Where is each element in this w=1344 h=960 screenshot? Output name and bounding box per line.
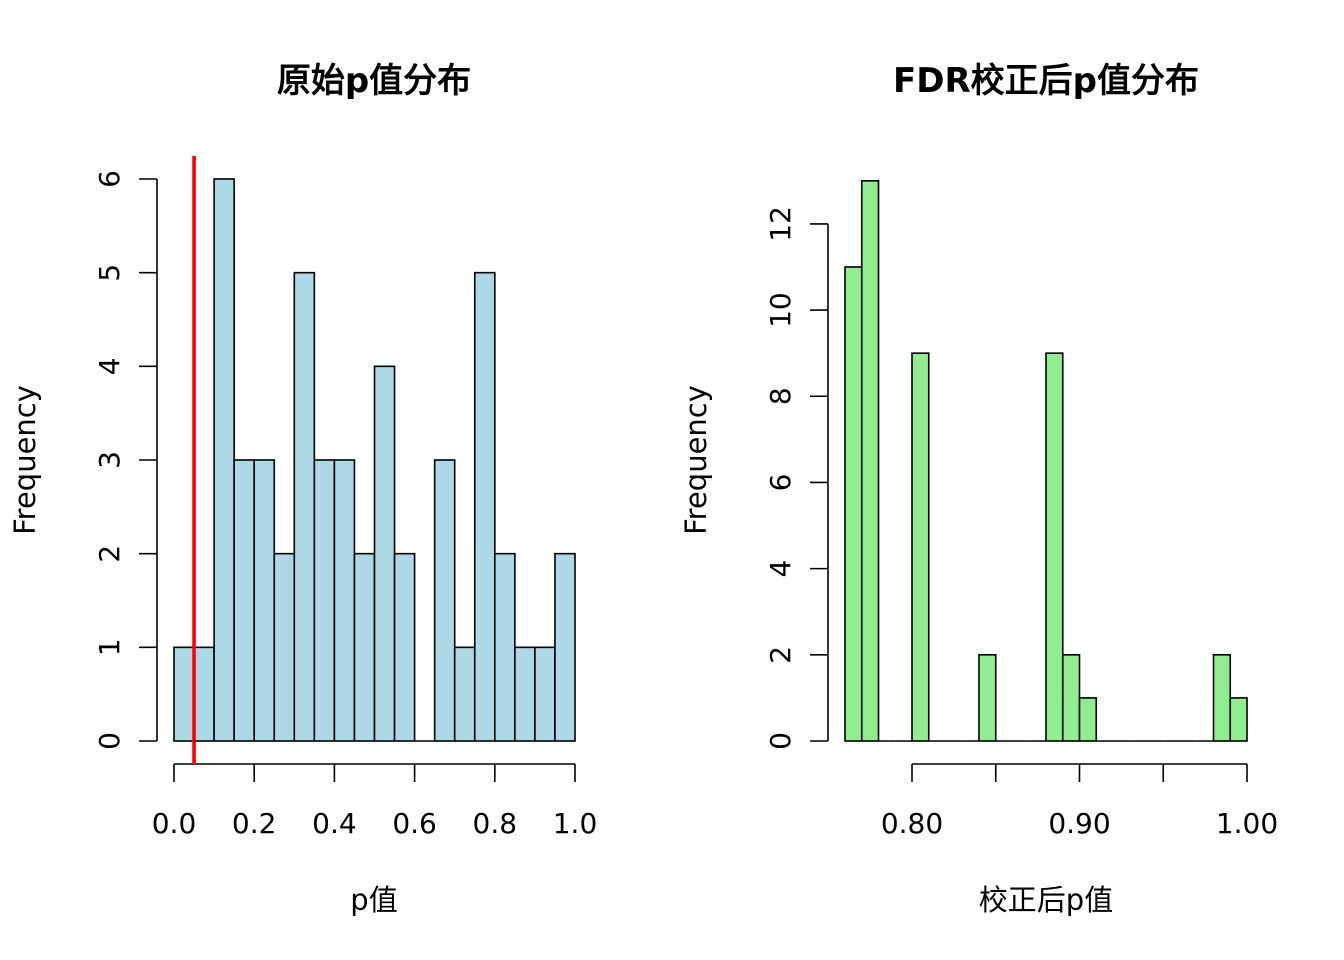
y-tick-label: 5 — [93, 264, 126, 282]
bars — [844, 180, 1248, 742]
histogram-bar — [1078, 697, 1098, 742]
x-axis: 0.80 0.90 1.00 — [881, 763, 1278, 840]
y-axis: 0 2 4 6 8 10 12 — [764, 206, 829, 750]
histogram-bar — [353, 552, 376, 742]
y-tick-label: 0 — [93, 732, 126, 750]
y-tick-label: 6 — [764, 474, 797, 492]
histogram-bar — [453, 646, 476, 742]
y-tick-label: 2 — [93, 545, 126, 563]
y-tick-label: 4 — [93, 357, 126, 375]
y-tick-label: 12 — [764, 206, 797, 242]
y-tick-label: 8 — [764, 387, 797, 405]
histogram-bar — [333, 459, 356, 742]
histogram-bar — [1061, 654, 1081, 742]
histogram-bar — [514, 646, 536, 742]
chart-title: FDR校正后p值分布 — [893, 61, 1199, 101]
histogram-bar — [473, 271, 496, 742]
histogram-bar — [313, 459, 336, 742]
chart-title: 原始p值分布 — [277, 61, 471, 101]
y-axis-label: Frequency — [679, 385, 713, 535]
histogram-bar — [433, 459, 456, 742]
histogram-bar — [860, 180, 880, 742]
x-tick-label: 1.00 — [1216, 807, 1278, 840]
x-tick-label: 0.90 — [1048, 807, 1110, 840]
x-axis-label: 校正后p值 — [979, 883, 1113, 917]
y-tick-label: 1 — [93, 638, 126, 656]
y-tick-label: 0 — [764, 732, 797, 750]
histogram-bar — [911, 352, 930, 742]
bars — [173, 178, 576, 742]
y-tick-label: 4 — [764, 560, 797, 578]
y-axis-label: Frequency — [8, 385, 42, 535]
histogram-bar — [233, 459, 255, 742]
x-tick-label: 0.8 — [473, 807, 518, 840]
histogram-bar — [193, 646, 215, 742]
x-tick-label: 0.4 — [312, 807, 357, 840]
x-tick-label: 0.80 — [881, 807, 943, 840]
histogram-bar — [213, 178, 235, 742]
x-axis-label: p值 — [350, 883, 397, 917]
histogram-bar — [1212, 654, 1232, 742]
histogram-bar — [978, 654, 997, 742]
histogram-bar — [534, 646, 556, 742]
histogram-bar — [393, 552, 416, 742]
histogram-bar — [844, 266, 863, 742]
histogram-bar — [1045, 352, 1064, 742]
y-tick-label: 6 — [93, 170, 126, 188]
x-tick-label: 0.0 — [152, 807, 197, 840]
y-tick-label: 3 — [93, 451, 126, 469]
x-tick-label: 0.2 — [232, 807, 277, 840]
histogram-bar — [373, 365, 396, 742]
histogram-bar — [293, 271, 316, 742]
y-tick-label: 10 — [764, 292, 797, 328]
histogram-bar — [493, 552, 516, 742]
x-tick-label: 0.6 — [392, 807, 437, 840]
y-tick-label: 2 — [764, 646, 797, 664]
x-axis: 0.0 0.2 0.4 0.6 0.8 1.0 — [152, 763, 598, 840]
y-axis: 0 1 2 3 4 5 6 — [93, 170, 158, 750]
histogram-bar — [253, 459, 276, 742]
histogram-bar — [1229, 697, 1248, 742]
histogram-bar — [273, 552, 296, 742]
histogram-fdr-pvalues: FDR校正后p值分布 校正后p值 Frequency 0 2 4 6 8 10 12 0.8… — [679, 61, 1278, 917]
x-tick-label: 1.0 — [553, 807, 598, 840]
histogram-raw-pvalues: 原始p值分布 p值 Frequency 0 1 2 3 4 5 6 0.0 0.2 0.4 0.6… — [8, 61, 597, 917]
histogram-bar — [173, 646, 195, 742]
histogram-bar — [554, 552, 576, 742]
